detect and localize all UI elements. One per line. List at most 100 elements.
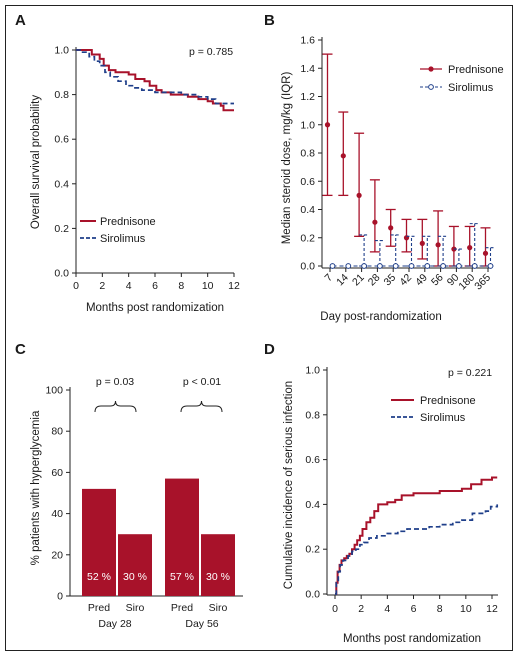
panel-c-bar-category-label: Siro <box>126 602 145 614</box>
panel-d-x-tick-label: 2 <box>358 603 364 615</box>
panel-b-prednisone-point <box>482 250 489 256</box>
panel-d-x-tick-label: 8 <box>437 603 443 615</box>
panel-c-y-tick-label: 100 <box>45 385 63 397</box>
panel-b-sirolimus-point <box>456 263 462 269</box>
panel-a-x-tick-label: 0 <box>73 280 79 292</box>
panel-a-x-axis-label: Months post randomization <box>86 302 224 314</box>
panel-d-x-tick-label: 12 <box>486 603 498 615</box>
panel-b-prednisone-point <box>419 240 425 246</box>
panel-letter-a: A <box>15 12 26 29</box>
panel-c-bar-siro-day56 <box>201 534 235 596</box>
panel-d-x-axis-label: Months post randomization <box>343 633 481 645</box>
panel-a-y-tick-label: 0.6 <box>54 134 69 146</box>
panel-c-bar-siro-day28 <box>118 534 152 596</box>
panel-b-sirolimus-point <box>329 263 336 269</box>
panel-c-bar-value-label: 30 % <box>206 571 230 583</box>
panel-b-y-tick-label: 0.2 <box>300 232 315 244</box>
panel-c-bar-category-label: Pred <box>171 602 193 614</box>
panel-d-legend-sirolimus-label: Sirolimus <box>420 412 466 424</box>
panel-b-x-tick-label: 49 <box>413 272 430 289</box>
panel-b-prednisone-point <box>372 219 378 225</box>
panel-b-x-tick-label: 365 <box>472 272 493 293</box>
panel-d-y-tick-label: 0.2 <box>305 544 320 556</box>
panel-b-x-tick-label: 56 <box>429 272 446 289</box>
panel-a-series-sirolimus-line <box>76 49 234 105</box>
panel-b-x-tick-label: 42 <box>397 272 414 289</box>
panel-c-p-value-day28: p = 0.03 <box>96 376 134 388</box>
panel-a-y-tick-label: 1.0 <box>54 45 69 57</box>
panel-b-x-tick-label: 21 <box>350 272 367 289</box>
panel-a-y-tick-label: 0.0 <box>54 268 69 280</box>
panel-c-bar-pred-day28 <box>82 488 116 596</box>
panel-b-prednisone-point <box>388 225 394 231</box>
panel-b-sirolimus-point <box>440 263 447 269</box>
panel-letter-b: B <box>264 12 275 29</box>
panel-c-y-axis-label: % patients with hyperglycemia <box>30 410 42 565</box>
panel-b-sirolimus-point <box>487 263 494 269</box>
panel-a-x-tick-label: 2 <box>99 280 105 292</box>
panel-b-sirolimus-point <box>345 263 352 269</box>
panel-b-y-tick-label: 0.0 <box>300 261 315 273</box>
panel-b-y-tick-label: 1.0 <box>300 119 315 131</box>
panel-a-x-tick-label: 10 <box>202 280 214 292</box>
panel-b-prednisone-point <box>324 122 331 128</box>
panel-c-bar-category-label: Pred <box>88 602 110 614</box>
panel-d-x-tick-label: 4 <box>384 603 390 615</box>
panel-a-y-axis-label: Overall survival probability <box>30 95 42 229</box>
panel-b-x-axis-label: Day post-randomization <box>320 311 441 323</box>
panel-b-sirolimus-point <box>377 263 383 269</box>
panel-b-x-tick-label: 35 <box>382 272 399 289</box>
panel-a-y-tick-label: 0.4 <box>54 178 69 190</box>
panel-d-x-tick-label: 0 <box>332 603 338 615</box>
panel-a-x-tick-label: 4 <box>126 280 132 292</box>
panel-b-legend-sirolimus-label: Sirolimus <box>448 82 494 94</box>
panel-c-p-value-day56: p < 0.01 <box>183 376 221 388</box>
panel-a-x-tick-label: 12 <box>228 280 240 292</box>
panel-d-x-tick-label: 6 <box>411 603 417 615</box>
panel-c-group-label-day56: Day 56 <box>185 618 218 630</box>
panel-b-x-tick-label: 7 <box>323 272 336 285</box>
panel-b-y-tick-label: 1.2 <box>300 91 315 103</box>
panel-b-legend-prednisone-marker <box>428 66 434 72</box>
panel-b-sirolimus-point <box>424 263 431 269</box>
panel-b-prednisone-point <box>435 242 441 248</box>
panel-c-y-tick-label: 20 <box>51 549 63 561</box>
panel-d-y-tick-label: 0.8 <box>305 409 320 421</box>
panel-letter-d: D <box>264 341 275 358</box>
panel-b-prednisone-point <box>340 153 346 159</box>
panel-letter-c: C <box>15 341 26 358</box>
panel-a-y-tick-label: 0.8 <box>54 89 69 101</box>
panel-c-bar-value-label: 52 % <box>87 571 111 583</box>
panel-a-x-tick-label: 6 <box>152 280 158 292</box>
panel-b-sirolimus-point <box>471 263 478 269</box>
panel-c-bar-category-label: Siro <box>209 602 228 614</box>
panel-d-p-value: p = 0.221 <box>448 367 492 379</box>
panel-c-bracket-day28 <box>94 400 137 413</box>
panel-b-prednisone-point <box>467 245 473 251</box>
panel-b-sirolimus-point <box>361 263 368 269</box>
panel-b-x-tick-label: 14 <box>334 272 351 289</box>
panel-c-bar-pred-day56 <box>165 478 199 596</box>
panel-c-y-tick-label: 60 <box>51 467 63 479</box>
panel-b-legend-sirolimus-marker <box>428 84 434 90</box>
panel-b-sirolimus-point <box>392 263 399 269</box>
panel-b-y-tick-label: 1.6 <box>300 35 315 47</box>
panel-b-y-tick-label: 0.8 <box>300 148 315 160</box>
panel-c-bar-value-label: 30 % <box>123 571 147 583</box>
panel-b-legend-prednisone-label: Prednisone <box>448 64 504 76</box>
panel-b-y-tick-label: 1.4 <box>300 63 315 75</box>
panel-d-y-tick-label: 0.0 <box>305 589 320 601</box>
panel-c-y-tick-label: 0 <box>57 591 63 603</box>
panel-d-series-sirolimus-line <box>335 504 499 595</box>
panel-d-y-tick-label: 0.6 <box>305 454 320 466</box>
panel-b-y-axis-label: Median steroid dose, mg/kg (IQR) <box>281 72 293 245</box>
panel-c-y-tick-label: 40 <box>51 508 63 520</box>
panel-b-y-tick-label: 0.4 <box>300 204 315 216</box>
panel-c-y-tick-label: 80 <box>51 426 63 438</box>
panel-d-y-axis-label: Cumulative incidence of serious infectio… <box>283 381 295 589</box>
panel-b-prednisone-point <box>356 192 362 198</box>
panel-d-series-prednisone-line <box>335 476 498 595</box>
panel-a-y-tick-label: 0.2 <box>54 223 69 235</box>
panel-d-y-tick-label: 0.4 <box>305 499 320 511</box>
panel-a-legend-prednisone-label: Prednisone <box>100 216 156 228</box>
